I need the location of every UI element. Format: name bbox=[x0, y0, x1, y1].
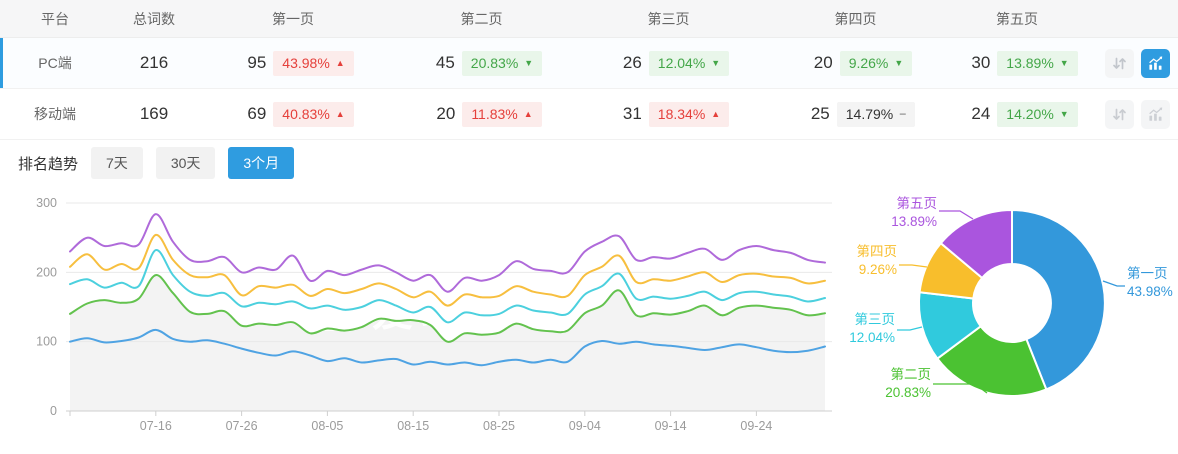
svg-text:0: 0 bbox=[50, 404, 57, 418]
page-distribution-donut-chart: 第一页 43.98% 第二页 20.83% 第三页 12.04% 第四页 9.26% 第五页 13… bbox=[849, 195, 1173, 400]
page3-cell: 31 18.34% ▲ bbox=[575, 101, 762, 127]
svg-text:20.83%: 20.83% bbox=[885, 385, 931, 400]
page3-trend-badge: 12.04% ▼ bbox=[648, 50, 730, 76]
tab-7days[interactable]: 7天 bbox=[91, 147, 143, 179]
page1-cell: 95 43.98% ▲ bbox=[198, 50, 388, 76]
svg-text:09-04: 09-04 bbox=[569, 419, 601, 433]
page4-trend-badge: 9.26% ▼ bbox=[839, 50, 913, 76]
page5-cell: 30 13.89% ▼ bbox=[949, 50, 1085, 76]
rank-trend-line-chart: 爱站网 07-16 07-26 08-05 08-15 08-25 09-04 09-14 09… bbox=[36, 196, 832, 433]
bar-chart-icon bbox=[1147, 106, 1164, 123]
bar-chart-icon bbox=[1147, 55, 1164, 72]
page2-cell: 20 11.83% ▲ bbox=[388, 101, 575, 127]
tab-30days[interactable]: 30天 bbox=[155, 147, 216, 179]
svg-text:12.04%: 12.04% bbox=[849, 330, 895, 345]
page1-cell: 69 40.83% ▲ bbox=[198, 101, 388, 127]
trend-arrow-icon: ▲ bbox=[711, 108, 721, 119]
col-page3: 第三页 bbox=[647, 10, 690, 27]
sort-arrows-icon bbox=[1112, 107, 1127, 122]
svg-text:9.26%: 9.26% bbox=[859, 262, 897, 277]
table-row-mobile[interactable]: 移动端 169 69 40.83% ▲ 20 11.83% ▲ 31 18.34% ▲… bbox=[0, 89, 1178, 140]
trend-chart-button[interactable] bbox=[1141, 48, 1170, 78]
trend-toolbar: 排名趋势 7天 30天 3个月 bbox=[0, 140, 1178, 186]
col-page1: 第一页 bbox=[272, 10, 314, 27]
sort-arrows-icon bbox=[1112, 56, 1127, 71]
page3-trend-badge: 18.34% ▲ bbox=[648, 101, 730, 127]
svg-text:爱站网: 爱站网 bbox=[372, 288, 519, 335]
svg-text:第一页: 第一页 bbox=[1127, 265, 1168, 281]
platform-label: PC端 bbox=[38, 55, 72, 71]
trend-arrow-icon: ▼ bbox=[894, 57, 904, 68]
page5-count: 24 bbox=[971, 104, 991, 123]
trend-arrow-icon: ▼ bbox=[524, 57, 534, 68]
trend-arrow-icon: ▼ bbox=[711, 57, 721, 68]
page2-trend-badge: 20.83% ▼ bbox=[461, 50, 543, 76]
svg-text:09-24: 09-24 bbox=[740, 419, 772, 433]
page1-trend-badge: 40.83% ▲ bbox=[273, 101, 354, 127]
svg-text:08-25: 08-25 bbox=[483, 419, 515, 433]
page4-trend-badge: 14.79% − bbox=[836, 101, 916, 127]
page5-trend-badge: 14.20% ▼ bbox=[997, 101, 1078, 127]
svg-text:第三页: 第三页 bbox=[855, 311, 896, 327]
page4-count: 20 bbox=[813, 53, 833, 72]
trend-arrow-icon: ▼ bbox=[1059, 108, 1069, 119]
svg-text:07-26: 07-26 bbox=[226, 419, 258, 433]
svg-text:100: 100 bbox=[36, 335, 57, 349]
trend-section-title: 排名趋势 bbox=[18, 155, 79, 173]
trend-arrow-icon: ▲ bbox=[523, 108, 533, 119]
page5-count: 30 bbox=[971, 53, 991, 72]
svg-text:300: 300 bbox=[36, 196, 57, 210]
page4-cell: 25 14.79% − bbox=[762, 101, 949, 127]
page2-cell: 45 20.83% ▼ bbox=[388, 50, 575, 76]
svg-text:第五页: 第五页 bbox=[897, 195, 938, 211]
trend-arrow-icon: ▲ bbox=[335, 108, 345, 119]
sort-button[interactable] bbox=[1105, 99, 1134, 129]
svg-text:200: 200 bbox=[36, 265, 57, 279]
svg-text:13.89%: 13.89% bbox=[891, 214, 937, 229]
svg-text:07-16: 07-16 bbox=[140, 419, 172, 433]
svg-text:43.98%: 43.98% bbox=[1127, 284, 1173, 299]
row-actions bbox=[1085, 48, 1178, 78]
col-platform: 平台 bbox=[41, 10, 69, 27]
trend-arrow-icon: ▼ bbox=[1059, 57, 1069, 68]
svg-text:第四页: 第四页 bbox=[857, 243, 898, 259]
page5-cell: 24 14.20% ▼ bbox=[949, 101, 1085, 127]
page1-trend-badge: 43.98% ▲ bbox=[273, 50, 354, 76]
page4-count: 25 bbox=[810, 104, 830, 123]
table-header: 平台 总词数 第一页 第二页 第三页 第四页 第五页 bbox=[0, 0, 1178, 38]
charts-area: 爱站网 07-16 07-26 08-05 08-15 08-25 09-04 09-14 09… bbox=[0, 186, 1178, 454]
svg-text:08-15: 08-15 bbox=[397, 419, 429, 433]
svg-text:08-05: 08-05 bbox=[311, 419, 343, 433]
page3-count: 31 bbox=[622, 104, 642, 123]
platform-label: 移动端 bbox=[34, 106, 76, 122]
col-page2: 第二页 bbox=[460, 10, 503, 27]
trend-arrow-icon: − bbox=[899, 106, 907, 121]
col-page4: 第四页 bbox=[834, 10, 877, 27]
svg-text:第二页: 第二页 bbox=[891, 366, 932, 382]
col-total: 总词数 bbox=[133, 10, 175, 27]
total-words: 216 bbox=[139, 53, 169, 72]
sort-button[interactable] bbox=[1105, 48, 1134, 78]
page5-trend-badge: 13.89% ▼ bbox=[997, 50, 1078, 76]
page4-cell: 20 9.26% ▼ bbox=[762, 50, 949, 76]
total-words: 169 bbox=[139, 104, 169, 123]
col-page5: 第五页 bbox=[996, 10, 1038, 27]
table-row-pc[interactable]: PC端 216 95 43.98% ▲ 45 20.83% ▼ 26 12.04% ▼… bbox=[0, 38, 1178, 89]
page2-count: 45 bbox=[435, 53, 455, 72]
page3-cell: 26 12.04% ▼ bbox=[575, 50, 762, 76]
page2-trend-badge: 11.83% ▲ bbox=[462, 101, 542, 127]
page3-count: 26 bbox=[622, 53, 642, 72]
page1-count: 95 bbox=[247, 53, 267, 72]
svg-text:09-14: 09-14 bbox=[655, 419, 687, 433]
page2-count: 20 bbox=[436, 104, 456, 123]
page1-count: 69 bbox=[247, 104, 267, 123]
trend-chart-button[interactable] bbox=[1141, 99, 1170, 129]
tab-3months[interactable]: 3个月 bbox=[228, 147, 295, 179]
row-actions bbox=[1085, 99, 1178, 129]
trend-arrow-icon: ▲ bbox=[335, 57, 345, 68]
